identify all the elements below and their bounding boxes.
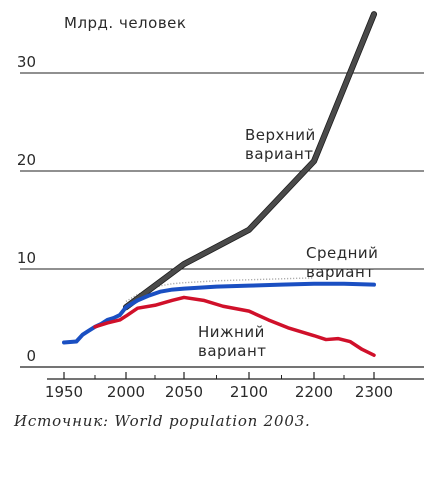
middle-variant-line	[62, 281, 376, 345]
x-tick-label-2000: 2000	[107, 383, 145, 401]
y-tick-label-0: 0	[26, 347, 36, 365]
upper-variant-label-line-1: Верхний	[245, 126, 316, 144]
upper-variant-line	[123, 11, 377, 310]
middle-variant-label-line-2: вариант	[306, 263, 375, 281]
x-tick-label-2050: 2050	[165, 383, 203, 401]
x-tick-label-2200: 2200	[295, 383, 333, 401]
chart-text: Млрд. человек 01020304019502000205021002…	[17, 14, 393, 401]
y-axis-unit-label: Млрд. человек	[64, 14, 186, 32]
population-chart: Млрд. человек 01020304019502000205021002…	[17, 11, 424, 401]
axes	[47, 372, 424, 380]
y-tick-label-10: 10	[17, 249, 36, 267]
y-tick-label-20: 20	[17, 151, 36, 169]
y-tick-label-30: 30	[17, 53, 36, 71]
source-note: Источник: World population 2003.	[14, 412, 311, 430]
lower-variant-label-line-2: вариант	[198, 342, 267, 360]
upper-variant-label-line-2: вариант	[245, 145, 314, 163]
x-tick-label-2300: 2300	[355, 383, 393, 401]
lower-variant-label-line-1: Нижний	[198, 323, 265, 341]
middle-variant-label-line-1: Средний	[306, 244, 378, 262]
series-lines	[62, 11, 378, 357]
gridlines	[20, 72, 424, 368]
x-tick-label-1950: 1950	[45, 383, 83, 401]
x-tick-label-2100: 2100	[230, 383, 268, 401]
lower-variant-line	[93, 295, 376, 357]
